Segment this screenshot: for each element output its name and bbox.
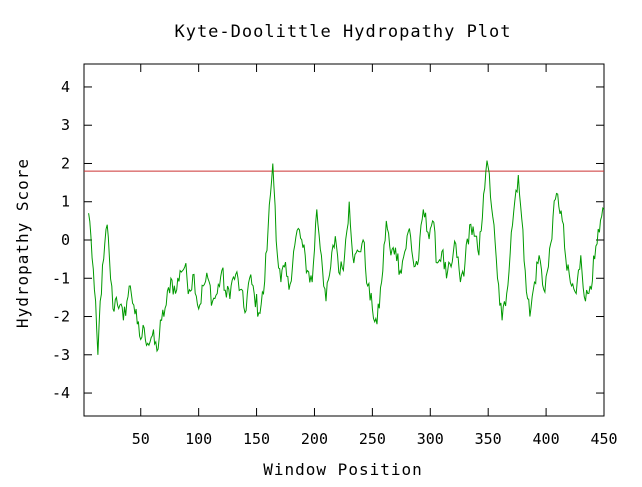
x-tick-label: 150 — [243, 430, 270, 448]
chart-title: Kyte-Doolittle Hydropathy Plot — [174, 22, 511, 42]
x-tick-label: 350 — [475, 430, 502, 448]
hydropathy-series-line — [88, 160, 605, 355]
y-tick-label: 1 — [61, 193, 70, 211]
x-tick-label: 300 — [417, 430, 444, 448]
y-tick-label: 0 — [61, 231, 70, 249]
x-axis-label: Window Position — [263, 460, 423, 479]
y-tick-label: 2 — [61, 154, 70, 172]
y-tick-label: -4 — [52, 384, 70, 402]
y-tick-label: 4 — [61, 78, 70, 96]
x-tick-label: 450 — [590, 430, 617, 448]
x-tick-label: 400 — [533, 430, 560, 448]
y-tick-label: -1 — [52, 269, 70, 287]
y-tick-label: -2 — [52, 308, 70, 326]
x-tick-label: 100 — [185, 430, 212, 448]
y-tick-label: -3 — [52, 346, 70, 364]
x-tick-label: 50 — [132, 430, 150, 448]
x-tick-label: 200 — [301, 430, 328, 448]
y-tick-label: 3 — [61, 116, 70, 134]
y-axis-label: Hydropathy Score — [13, 158, 32, 328]
x-tick-label: 250 — [359, 430, 386, 448]
